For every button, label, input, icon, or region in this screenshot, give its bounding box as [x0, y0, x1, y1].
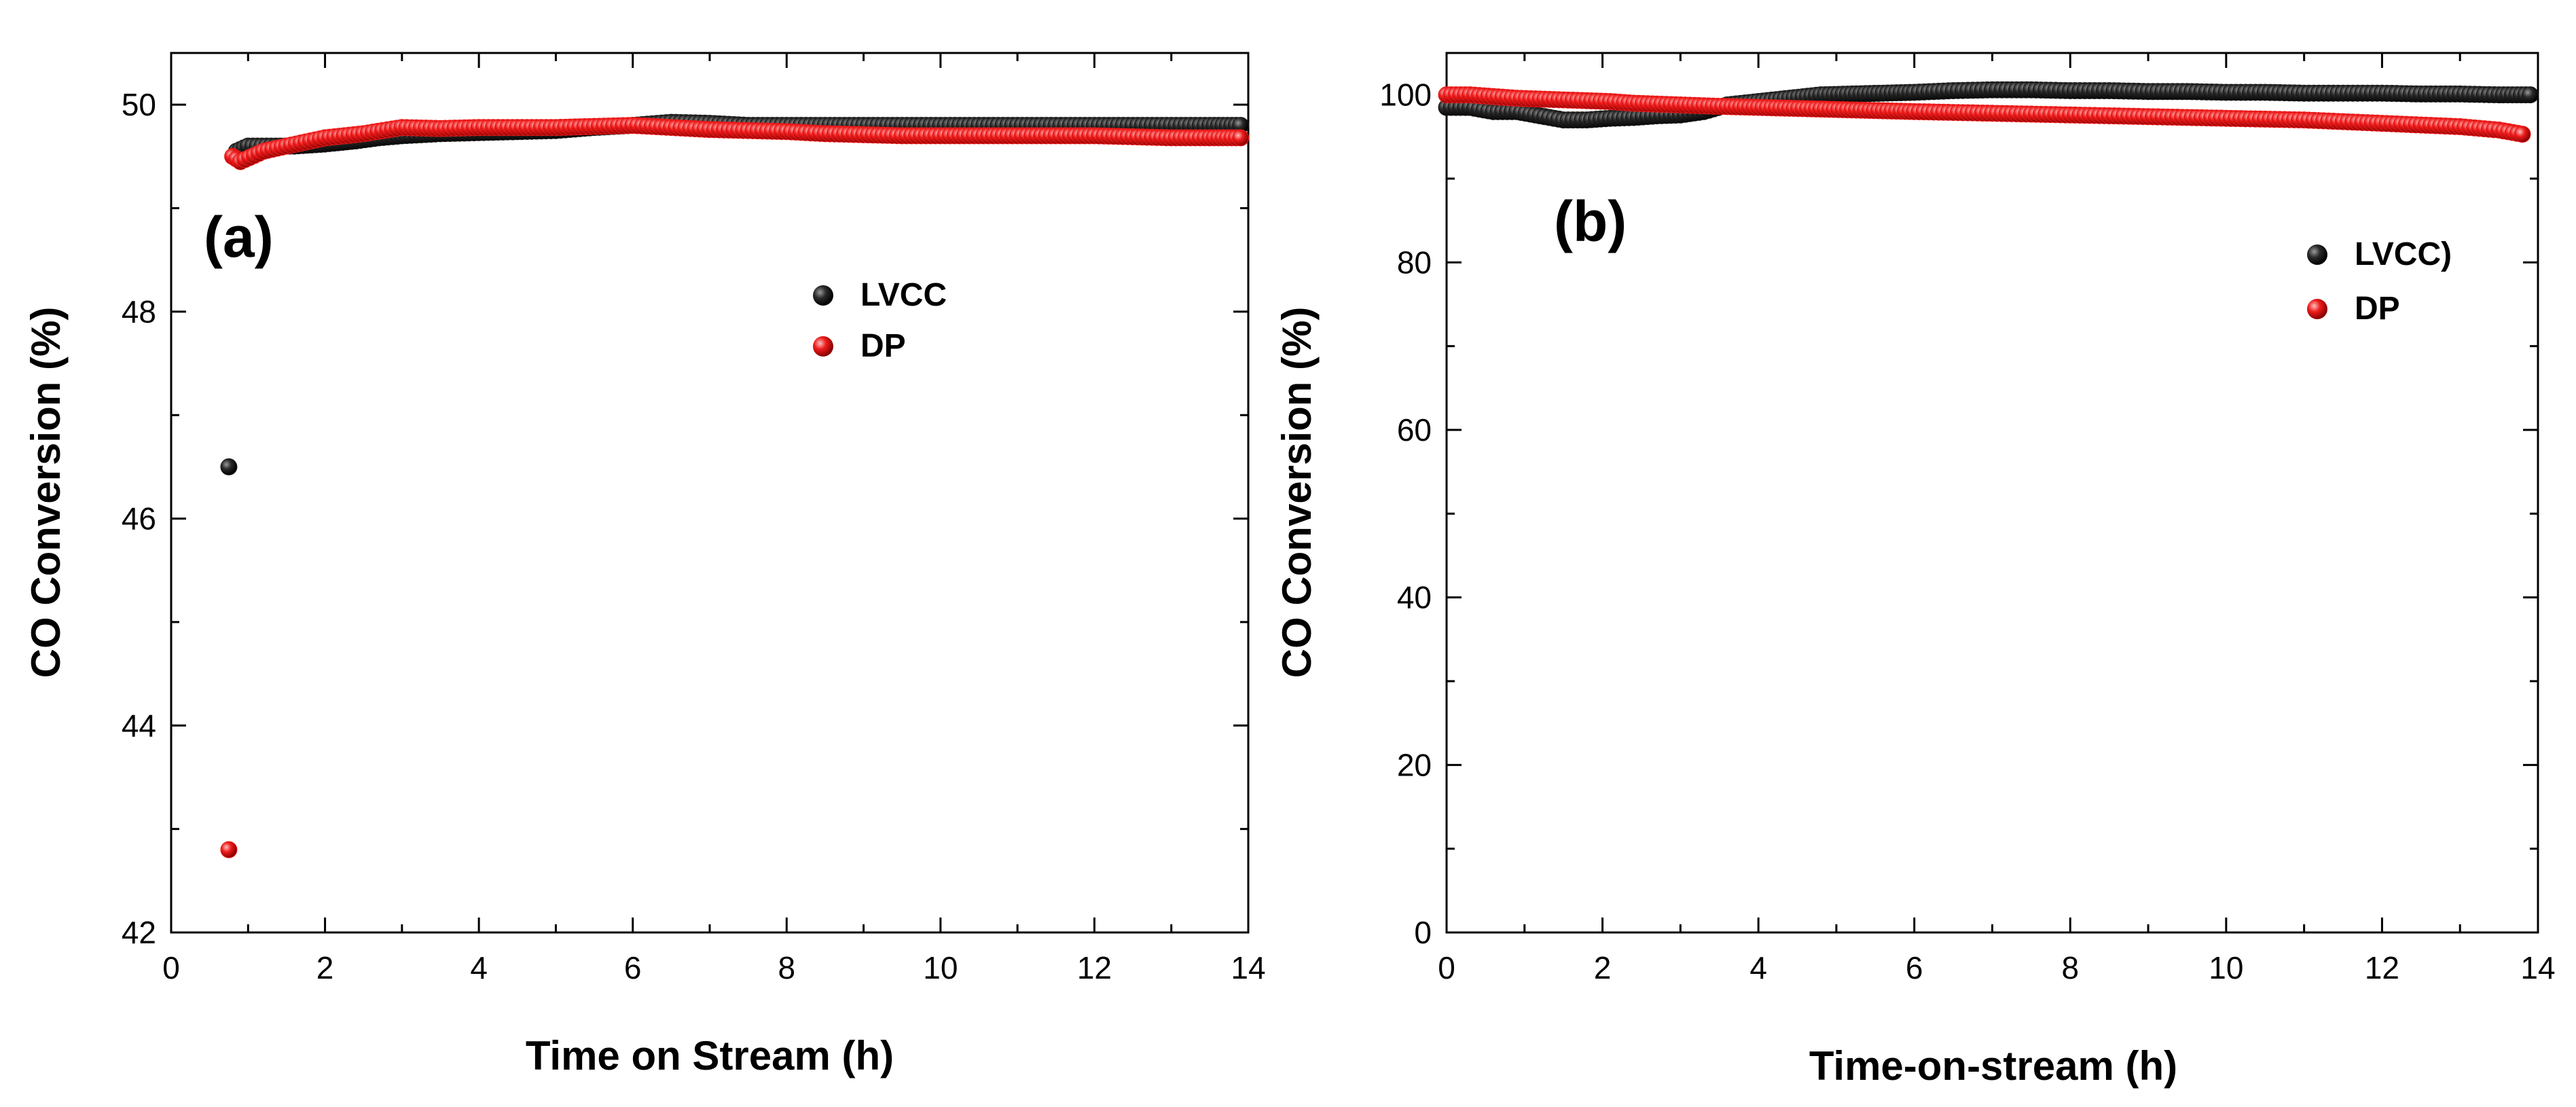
- y-tick-label: 100: [1379, 77, 1432, 113]
- x-tick-label: 14: [1231, 950, 1265, 985]
- legend-label: DP: [2355, 291, 2400, 327]
- plot-frame: [1445, 52, 2539, 934]
- y-tick-label: 80: [1397, 244, 1432, 280]
- legend-marker: [2307, 244, 2327, 265]
- data-point: [2522, 86, 2539, 104]
- x-tick-label: 4: [1749, 950, 1767, 985]
- series-dp: [1438, 86, 2531, 143]
- x-tick-label: 10: [2209, 950, 2243, 985]
- data-point: [1232, 129, 1250, 147]
- y-tick-label: 46: [122, 501, 156, 537]
- x-tick-label: 0: [1438, 950, 1455, 985]
- x-tick-label: 8: [2061, 950, 2079, 985]
- x-tick-label: 4: [470, 950, 488, 985]
- plot-frame: [170, 52, 1250, 934]
- y-axis-title: CO Conversion (%): [1274, 307, 1320, 678]
- series-dp: [220, 117, 1250, 858]
- y-tick-label: 44: [122, 708, 156, 743]
- y-tick-label: 48: [122, 294, 156, 329]
- data-point: [220, 458, 238, 475]
- legend-marker: [813, 336, 833, 357]
- legend-label: LVCC: [860, 277, 947, 313]
- y-tick-label: 0: [1414, 915, 1432, 950]
- y-axis-title: CO Conversion (%): [23, 307, 69, 678]
- panel-label: (a): [204, 205, 274, 269]
- y-tick-label: 42: [122, 915, 156, 950]
- x-tick-label: 6: [1906, 950, 1923, 985]
- x-tick-label: 0: [162, 950, 180, 985]
- data-point: [2514, 126, 2531, 143]
- x-tick-label: 2: [316, 950, 334, 985]
- y-tick-label: 20: [1397, 747, 1432, 782]
- data-point: [220, 841, 238, 858]
- legend-label: DP: [860, 328, 906, 364]
- legend-label: LVCC): [2355, 236, 2452, 272]
- panel-label: (b): [1554, 189, 1627, 253]
- x-tick-label: 12: [1077, 950, 1112, 985]
- x-tick-label: 6: [624, 950, 642, 985]
- x-axis-title: Time-on-stream (h): [1809, 1043, 2177, 1089]
- x-tick-label: 12: [2365, 950, 2399, 985]
- series-lvcc: [220, 113, 1250, 475]
- x-tick-label: 2: [1594, 950, 1612, 985]
- chart-panel-b: 0 2 4 6 8 10 12 14 0 20 40 60 80 100 Time-on-stream (h…: [1274, 52, 2556, 1089]
- legend-marker: [2307, 299, 2327, 319]
- x-tick-label: 8: [778, 950, 795, 985]
- x-tick-label: 10: [923, 950, 958, 985]
- x-tick-label: 14: [2520, 950, 2555, 985]
- y-tick-label: 40: [1397, 580, 1432, 615]
- legend-marker: [813, 285, 833, 306]
- y-tick-label: 60: [1397, 412, 1432, 448]
- y-tick-label: 50: [122, 87, 156, 122]
- x-axis-title: Time on Stream (h): [526, 1033, 894, 1078]
